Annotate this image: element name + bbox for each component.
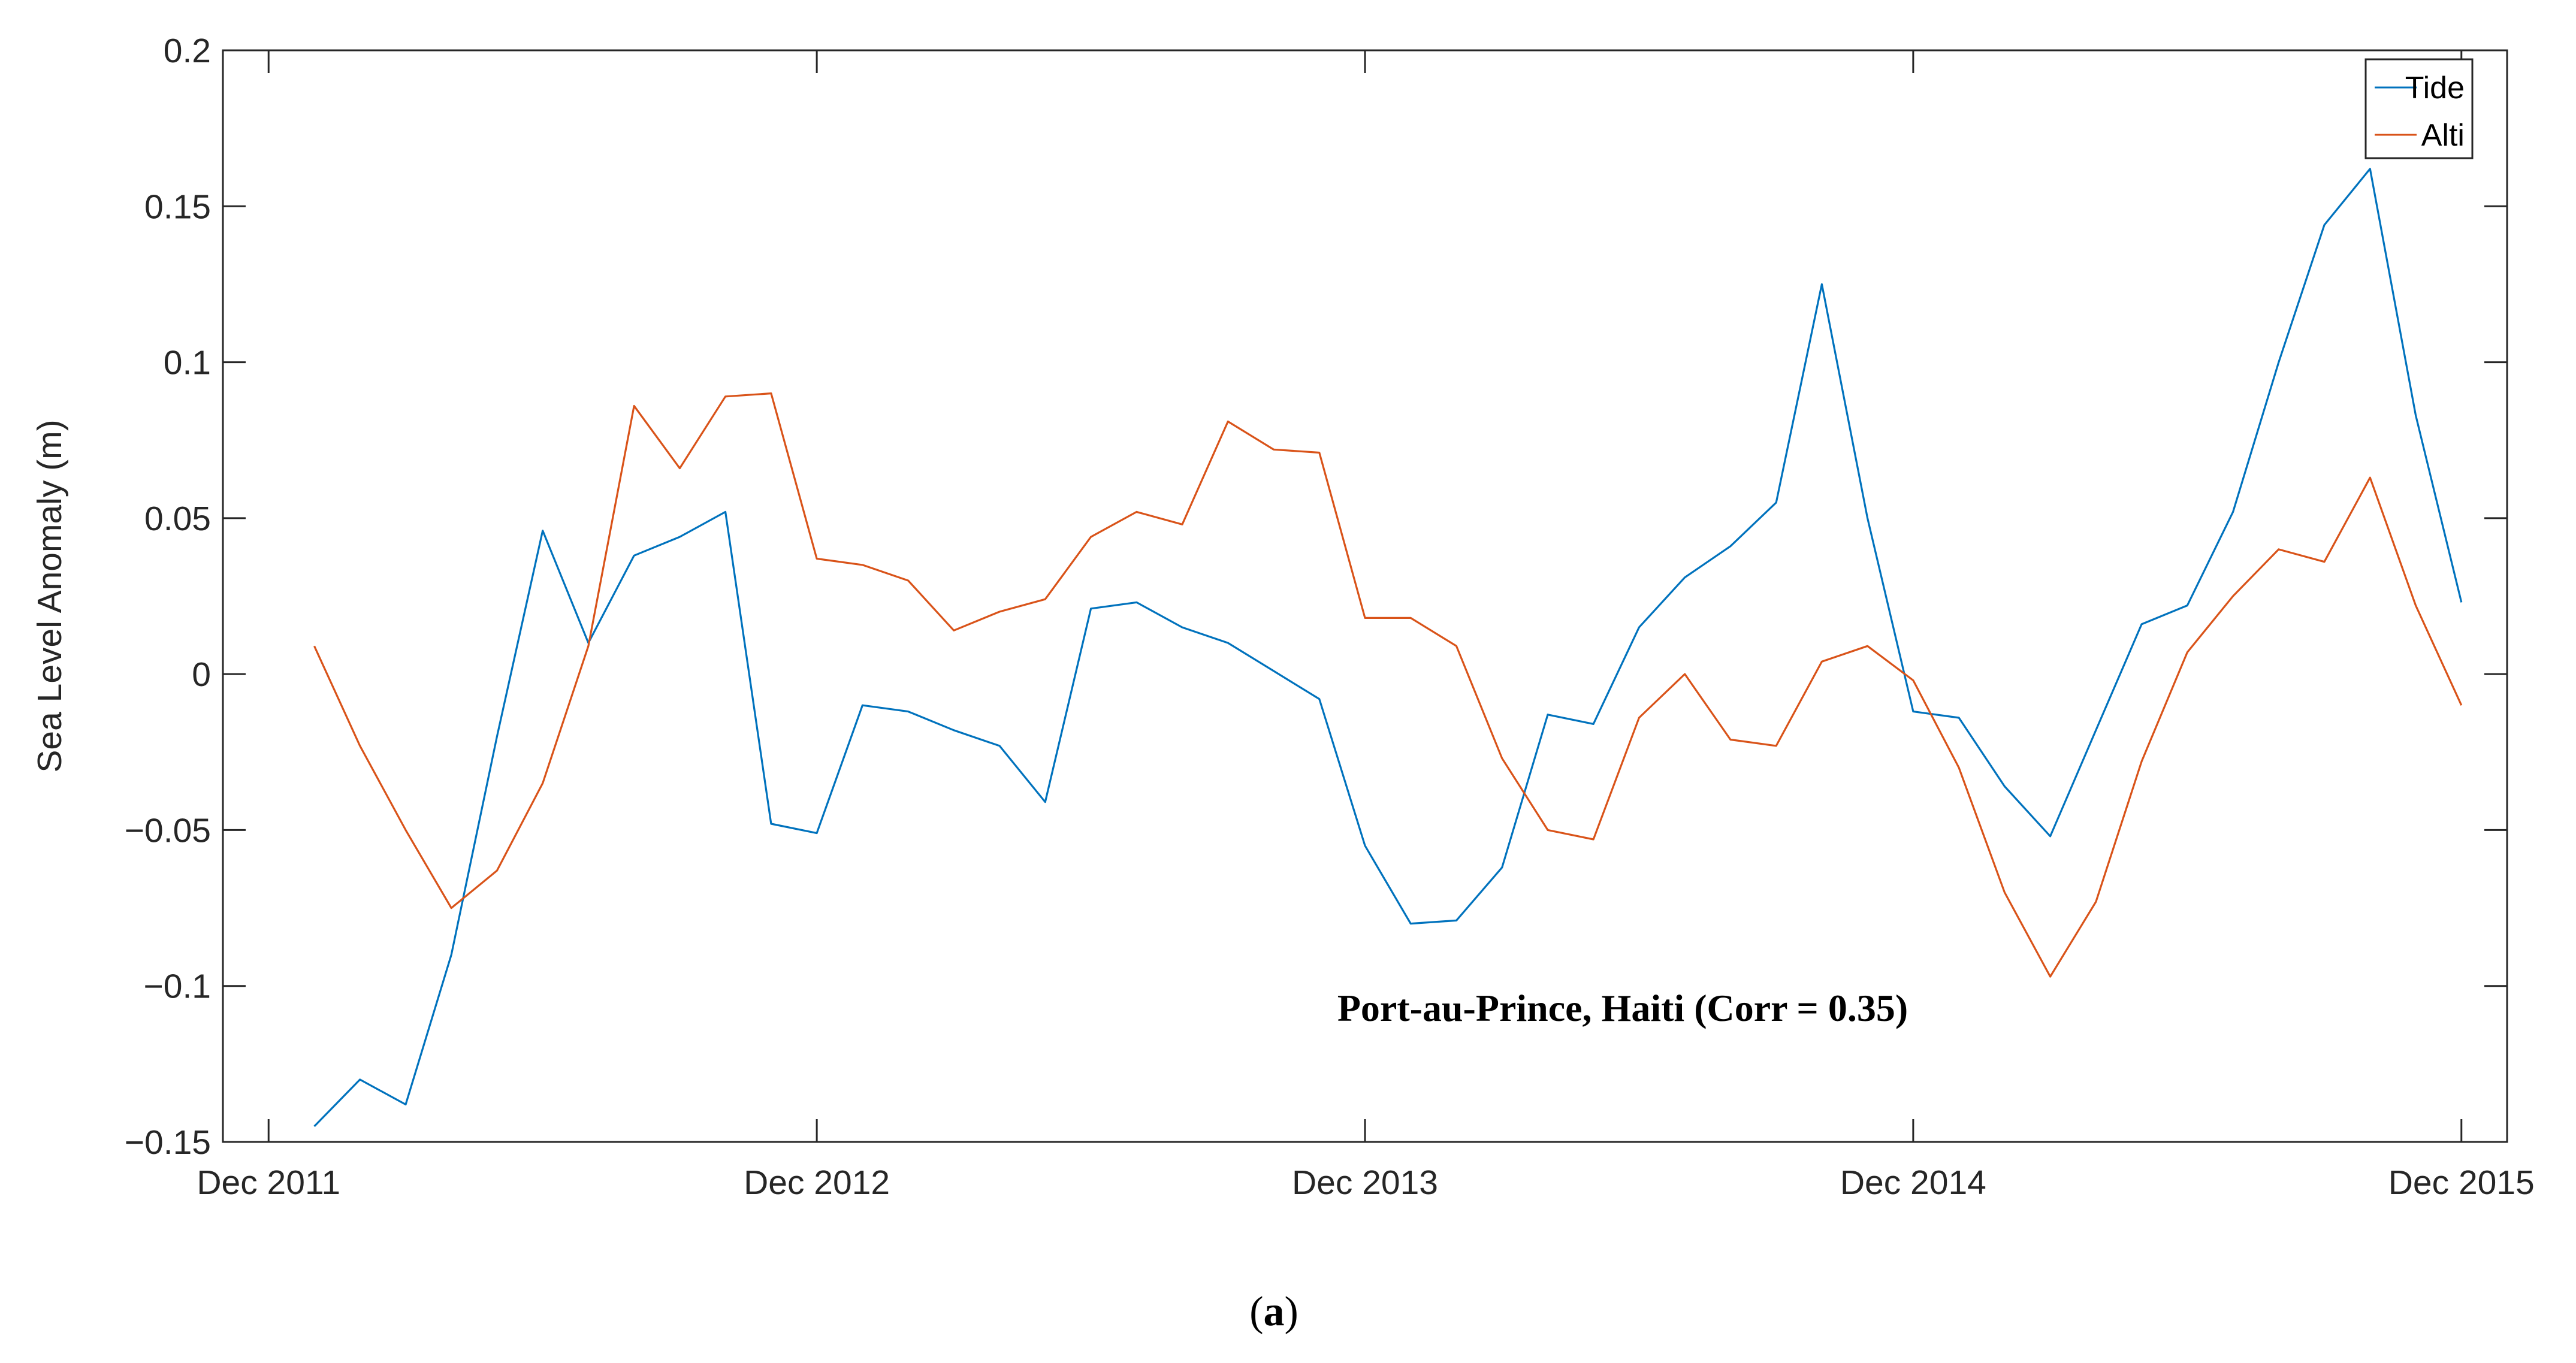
figure-caption: (a)	[1249, 1289, 1298, 1335]
series-line-alti	[313, 392, 2463, 978]
legend-box	[2364, 58, 2474, 159]
x-tick-label: Dec 2011	[197, 1163, 340, 1202]
y-axis-title: Sea Level Anomaly (m)	[31, 419, 69, 772]
caption-open: (	[1249, 1289, 1263, 1335]
y-axis: 0.2 0.15 0.1 0.05 0 −0.05 −0.1 −0.15	[125, 32, 2507, 1162]
y-tick-label: −0.1	[143, 968, 211, 1006]
plot-area	[222, 49, 2508, 1143]
x-tick-label: Dec 2013	[1292, 1163, 1438, 1202]
y-tick-label: 0.15	[144, 188, 211, 226]
legend-label-tide: Tide	[2405, 71, 2465, 105]
x-axis: Dec 2011 Dec 2012 Dec 2013 Dec 2014 Dec 2015	[197, 50, 2535, 1202]
legend-label-alti: Alti	[2421, 118, 2465, 153]
y-tick-label: −0.15	[125, 1123, 211, 1162]
caption-letter: a	[1264, 1289, 1285, 1335]
series-layer	[313, 168, 2463, 1128]
y-tick-label: −0.05	[125, 811, 211, 850]
y-tick-label: 0.1	[164, 344, 211, 382]
y-tick-label: 0.2	[164, 32, 211, 70]
y-tick-label: 0.05	[144, 500, 211, 538]
chart-annotation: Port-au-Prince, Haiti (Corr = 0.35)	[1337, 987, 1908, 1029]
series-line-tide	[313, 168, 2463, 1128]
caption-close: )	[1285, 1289, 1298, 1335]
x-tick-label: Dec 2014	[1840, 1163, 1986, 1202]
legend: Tide Alti	[2364, 58, 2474, 159]
plot-frame	[222, 49, 2508, 1143]
x-tick-label: Dec 2012	[744, 1163, 890, 1202]
x-tick-label: Dec 2015	[2388, 1163, 2535, 1202]
y-tick-label: 0	[192, 655, 211, 694]
